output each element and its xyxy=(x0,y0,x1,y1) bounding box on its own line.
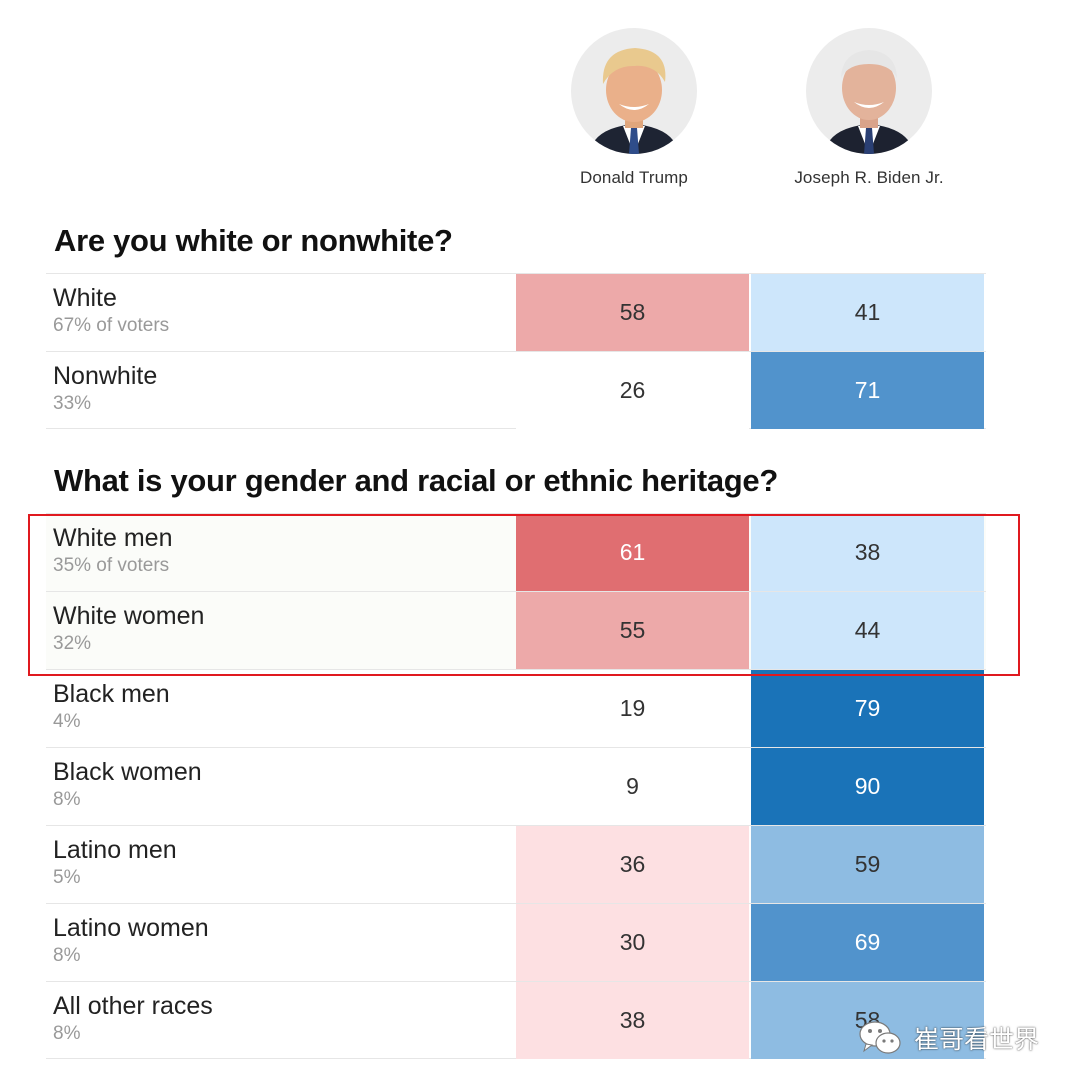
group-share: 8% xyxy=(53,1023,81,1044)
candidate-name-biden: Joseph R. Biden Jr. xyxy=(794,168,944,187)
highlight-box-white-voters xyxy=(28,514,1020,676)
trump-value-cell: 36 xyxy=(516,826,749,903)
group-share: 5% xyxy=(53,867,81,888)
row-label: Black women 8% xyxy=(53,757,202,812)
biden-value-cell: 90 xyxy=(751,748,984,825)
candidate-name-trump: Donald Trump xyxy=(580,168,688,187)
biden-value-cell: 38 xyxy=(751,514,984,591)
row-label: White men 35% of voters xyxy=(53,523,172,578)
trump-avatar xyxy=(571,28,697,154)
table-race: White 67% of voters 58 41 Nonwhite 33% 26 71 xyxy=(46,273,986,429)
group-name: All other races xyxy=(53,992,213,1020)
trump-value-cell: 30 xyxy=(516,904,749,981)
trump-value-cell: 38 xyxy=(516,982,749,1059)
trump-value-cell: 61 xyxy=(516,514,749,591)
group-name: Black women xyxy=(53,758,202,786)
trump-value-cell: 19 xyxy=(516,670,749,747)
group-share: 32% xyxy=(53,633,92,654)
group-share: 8% xyxy=(53,789,81,810)
row-label: Latino women 8% xyxy=(53,913,209,968)
biden-avatar xyxy=(806,28,932,154)
table-row-white: White 67% of voters 58 41 xyxy=(46,273,986,351)
wechat-icon xyxy=(859,1021,901,1054)
group-name: White women xyxy=(53,602,205,630)
question-title-race: Are you white or nonwhite? xyxy=(54,223,453,258)
group-name: White men xyxy=(53,524,173,552)
candidate-header-biden: Joseph R. Biden Jr. xyxy=(779,28,959,188)
table-row-nonwhite: Nonwhite 33% 26 71 xyxy=(46,351,986,429)
table-row-latino-women: Latino women 8% 30 69 xyxy=(46,903,986,981)
row-label: All other races 8% xyxy=(53,991,213,1046)
row-label: White women 32% xyxy=(53,601,204,656)
table-row-latino-men: Latino men 5% 36 59 xyxy=(46,825,986,903)
group-share: 67% of voters xyxy=(53,315,170,336)
group-share: 35% of voters xyxy=(53,555,170,576)
biden-value-cell: 71 xyxy=(751,352,984,429)
row-label: Latino men 5% xyxy=(53,835,177,890)
group-name: Nonwhite xyxy=(53,362,158,390)
table-row-black-men: Black men 4% 19 79 xyxy=(46,669,986,747)
group-name: Latino men xyxy=(53,836,177,864)
question-title-gender-race: What is your gender and racial or ethnic… xyxy=(54,463,778,498)
biden-value-cell: 69 xyxy=(751,904,984,981)
table-row-white-women: White women 32% 55 44 xyxy=(46,591,986,669)
biden-value-cell: 79 xyxy=(751,670,984,747)
watermark-text: 崔哥看世界 xyxy=(914,1025,1040,1054)
biden-value-cell: 41 xyxy=(751,274,984,351)
candidate-header-trump: Donald Trump xyxy=(544,28,724,188)
row-label: Black men 4% xyxy=(53,679,170,734)
watermark: 崔哥看世界 xyxy=(858,1018,1039,1058)
table-gender-race: White men 35% of voters 61 38 White women 32%… xyxy=(46,513,986,1059)
trump-value-cell: 58 xyxy=(516,274,749,351)
biden-value-cell: 44 xyxy=(751,592,984,669)
biden-value-cell: 59 xyxy=(751,826,984,903)
group-name: White xyxy=(53,284,117,312)
trump-value-cell: 55 xyxy=(516,592,749,669)
group-name: Latino women xyxy=(53,914,209,942)
table-row-all-other-races: All other races 8% 38 58 xyxy=(46,981,986,1059)
table-row-black-women: Black women 8% 9 90 xyxy=(46,747,986,825)
table-row-white-men: White men 35% of voters 61 38 xyxy=(46,513,986,591)
trump-value-cell: 26 xyxy=(516,352,749,429)
row-label: White 67% of voters xyxy=(53,283,169,338)
group-share: 4% xyxy=(53,711,81,732)
trump-value-cell: 9 xyxy=(516,748,749,825)
group-share: 8% xyxy=(53,945,81,966)
group-share: 33% xyxy=(53,393,92,414)
row-label: Nonwhite 33% xyxy=(53,361,157,416)
group-name: Black men xyxy=(53,680,170,708)
